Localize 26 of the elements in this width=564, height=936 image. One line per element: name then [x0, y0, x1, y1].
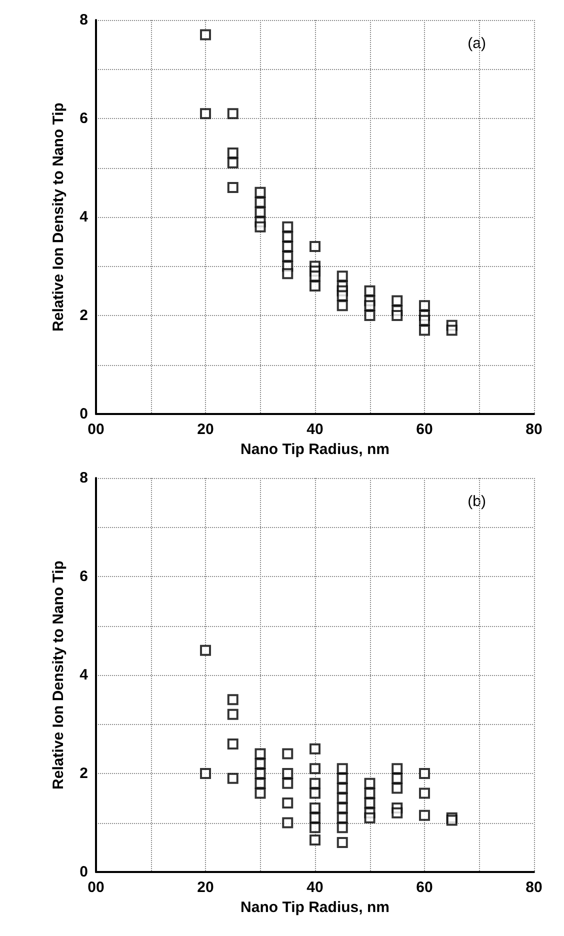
- y-tick-label: 2: [80, 307, 88, 324]
- x-tick-label: 80: [526, 421, 542, 438]
- x-tick-label: 40: [306, 879, 324, 896]
- y-axis-title: Relative Ion Density to Nano Tip: [50, 560, 67, 790]
- x-tick-label: 60: [416, 421, 433, 438]
- x-tick-label: 00: [88, 879, 104, 896]
- x-tick-label: 60: [416, 879, 433, 896]
- annotation: (b): [468, 493, 486, 510]
- x-tick-label: 20: [197, 421, 214, 438]
- y-tick-label: 2: [80, 765, 88, 782]
- y-tick-label: 4: [80, 666, 89, 684]
- y-tick-label: 0: [80, 864, 88, 880]
- x-axis-title: Nano Tip Radius, nm: [240, 898, 390, 916]
- x-tick-label: 40: [306, 421, 324, 438]
- y-tick-label: 6: [80, 110, 88, 127]
- x-axis-title: Nano Tip Radius, nm: [240, 440, 390, 458]
- y-tick-label: 6: [80, 568, 88, 585]
- y-tick-label: 0: [80, 406, 88, 422]
- x-tick-label: 80: [526, 879, 542, 896]
- y-axis-title: Relative Ion Density to Nano Tip: [50, 102, 67, 332]
- y-tick-label: 4: [80, 208, 89, 226]
- x-tick-label: 00: [88, 421, 104, 438]
- y-tick-label: 8: [80, 12, 88, 28]
- y-tick-label: 8: [80, 470, 88, 486]
- x-tick-label: 20: [197, 879, 214, 896]
- annotation: (a): [468, 35, 486, 52]
